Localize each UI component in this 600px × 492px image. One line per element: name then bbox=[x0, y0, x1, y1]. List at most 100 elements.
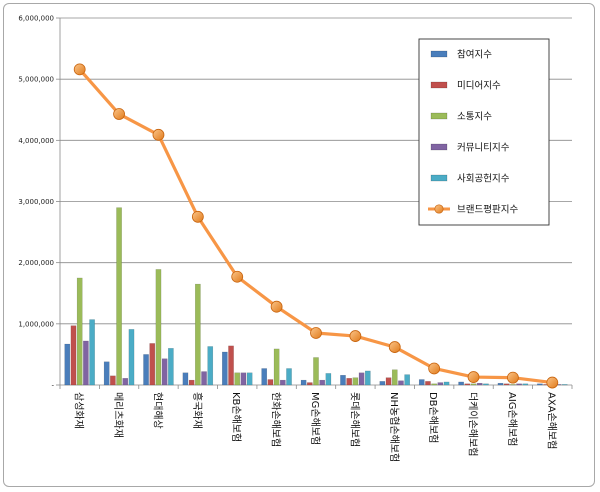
point-브랜드평판지수-NH농협손해보험 bbox=[388, 341, 401, 353]
x-tick-label: DB손해보험 bbox=[427, 392, 440, 443]
legend-label: 브랜드평판지수 bbox=[457, 205, 518, 216]
bar-커뮤니티지수-흥국화재 bbox=[201, 371, 207, 386]
point-브랜드평판지수-현대해상 bbox=[152, 128, 165, 141]
x-tick-label: AXA손해보험 bbox=[545, 392, 558, 449]
legend-swatch bbox=[430, 112, 448, 120]
bar-소통지수-KB손해보험 bbox=[234, 372, 241, 386]
x-tick-label: NH농협손해보험 bbox=[388, 392, 401, 462]
point-브랜드평판지수-MG손해보험 bbox=[310, 327, 322, 339]
bar-사회공헌지수-DB손해보험 bbox=[443, 381, 450, 386]
bar-미디어지수-DB손해보험 bbox=[425, 381, 431, 386]
bar-사회공헌지수-AIG손해보험 bbox=[522, 383, 529, 386]
bar-참여지수-삼성화재 bbox=[64, 343, 71, 386]
bar-커뮤니티지수-메리츠화재 bbox=[122, 378, 129, 386]
bar-소통지수-삼성화재 bbox=[76, 277, 83, 386]
point-브랜드평판지수-KB손해보험 bbox=[231, 270, 244, 283]
point-브랜드평판지수-AXA손해보험 bbox=[546, 376, 559, 389]
legend-swatch bbox=[430, 174, 448, 182]
point-브랜드평판지수-흥국화재 bbox=[191, 210, 204, 223]
y-tick-label: 4,000,000 bbox=[18, 137, 54, 145]
x-tick-label: 흥국화재 bbox=[191, 392, 204, 429]
bar-소통지수-현대해상 bbox=[155, 269, 162, 386]
bar-미디어지수-한화손해보험 bbox=[267, 379, 274, 386]
bar-커뮤니티지수-더케이손해보험 bbox=[476, 382, 483, 386]
legend-label: 참여지수 bbox=[457, 49, 492, 61]
bar-사회공헌지수-흥국화재 bbox=[207, 346, 214, 386]
point-브랜드평판지수-롯데손해보험 bbox=[349, 330, 362, 342]
y-tick-label: 1,000,000 bbox=[18, 320, 54, 328]
x-tick-label: 현대해상 bbox=[151, 392, 164, 429]
legend-marker bbox=[434, 204, 444, 214]
line-series bbox=[73, 63, 559, 389]
legend-box bbox=[418, 38, 550, 226]
bar-커뮤니티지수-DB손해보험 bbox=[437, 382, 444, 386]
bar-참여지수-NH농협손해보험 bbox=[379, 381, 386, 386]
bar-참여지수-더케이손해보험 bbox=[458, 381, 464, 386]
bar-참여지수-한화손해보험 bbox=[261, 368, 268, 386]
bar-미디어지수-삼성화재 bbox=[70, 325, 77, 386]
bar-사회공헌지수-더케이손해보험 bbox=[483, 383, 489, 386]
bar-참여지수-메리츠화재 bbox=[103, 361, 110, 386]
bar-미디어지수-MG손해보험 bbox=[307, 382, 313, 386]
legend-swatch bbox=[430, 81, 448, 89]
bar-참여지수-DB손해보험 bbox=[418, 379, 425, 386]
bar-미디어지수-더케이손해보험 bbox=[464, 383, 471, 386]
x-tick-label: AIG손해보험 bbox=[506, 392, 519, 446]
bar-참여지수-현대해상 bbox=[143, 354, 149, 386]
y-tick-label: 5,000,000 bbox=[18, 76, 54, 84]
x-tick-label: 메리츠화재 bbox=[112, 392, 124, 438]
bar-소통지수-AIG손해보험 bbox=[510, 384, 516, 386]
legend-swatch bbox=[430, 143, 448, 151]
bar-참여지수-롯데손해보험 bbox=[340, 375, 346, 386]
y-tick-label: 2,000,000 bbox=[18, 259, 54, 267]
bar-참여지수-MG손해보험 bbox=[300, 379, 307, 386]
bar-참여지수-AIG손해보험 bbox=[497, 382, 504, 386]
bar-소통지수-MG손해보험 bbox=[313, 357, 319, 386]
bar-미디어지수-KB손해보험 bbox=[228, 345, 234, 386]
legend-label: 사회공헌지수 bbox=[457, 174, 510, 185]
bar-사회공헌지수-롯데손해보험 bbox=[364, 370, 371, 386]
bar-사회공헌지수-한화손해보험 bbox=[286, 368, 292, 386]
bar-커뮤니티지수-현대해상 bbox=[161, 358, 168, 386]
x-tick-label: KB손해보험 bbox=[230, 392, 243, 442]
bar-커뮤니티지수-한화손해보험 bbox=[280, 379, 286, 386]
bar-커뮤니티지수-KB손해보험 bbox=[240, 372, 247, 386]
bar-소통지수-흥국화재 bbox=[195, 283, 201, 386]
bar-소통지수-롯데손해보험 bbox=[352, 377, 359, 386]
bar-커뮤니티지수-NH농협손해보험 bbox=[398, 380, 404, 386]
gridlines bbox=[60, 17, 572, 325]
bar-소통지수-더케이손해보험 bbox=[470, 383, 477, 386]
point-브랜드평판지수-한화손해보험 bbox=[270, 300, 283, 313]
bar-사회공헌지수-삼성화재 bbox=[89, 319, 95, 386]
point-브랜드평판지수-삼성화재 bbox=[73, 63, 86, 76]
legend-label: 소통지수 bbox=[457, 112, 492, 123]
bars bbox=[64, 207, 568, 386]
y-tick-label: 3,000,000 bbox=[18, 198, 54, 206]
bar-사회공헌지수-현대해상 bbox=[168, 348, 174, 386]
bar-미디어지수-메리츠화재 bbox=[110, 375, 116, 386]
x-tick-label: 한화손해보험 bbox=[270, 392, 283, 447]
bar-미디어지수-흥국화재 bbox=[188, 379, 195, 386]
y-tick-label: - bbox=[51, 382, 54, 390]
bar-사회공헌지수-KB손해보험 bbox=[246, 372, 253, 386]
y-tick-label: 6,000,000 bbox=[18, 15, 54, 23]
x-tick-label: 더케이손해보험 bbox=[467, 392, 480, 456]
bar-미디어지수-롯데손해보험 bbox=[346, 378, 352, 386]
bar-소통지수-메리츠화재 bbox=[116, 207, 122, 386]
bar-사회공헌지수-NH농협손해보험 bbox=[404, 374, 410, 386]
bar-사회공헌지수-MG손해보험 bbox=[325, 373, 332, 386]
x-tick-label: 롯데손해보험 bbox=[348, 392, 361, 447]
bar-소통지수-한화손해보험 bbox=[273, 348, 280, 386]
bar-참여지수-AXA손해보험 bbox=[537, 383, 543, 386]
bar-사회공헌지수-메리츠화재 bbox=[128, 329, 135, 386]
tick-labels: - 1,000,000 2,000,000 3,000,000 4,000,000 5,0… bbox=[18, 15, 558, 463]
point-브랜드평판지수-메리츠화재 bbox=[113, 108, 125, 120]
bar-커뮤니티지수-삼성화재 bbox=[83, 340, 89, 386]
legend-swatch bbox=[430, 50, 448, 58]
bar-참여지수-흥국화재 bbox=[182, 372, 189, 386]
bar-미디어지수-NH농협손해보험 bbox=[385, 377, 392, 386]
x-tick-label: 삼성화재 bbox=[73, 392, 85, 429]
bar-커뮤니티지수-MG손해보험 bbox=[319, 379, 326, 386]
